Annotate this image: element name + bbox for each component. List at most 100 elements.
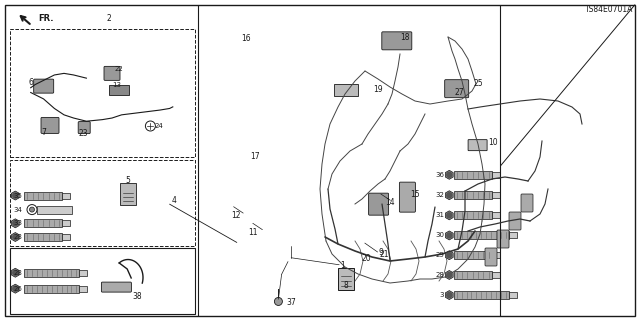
Circle shape [13, 270, 18, 275]
FancyBboxPatch shape [382, 32, 412, 50]
Text: 26: 26 [13, 286, 22, 292]
Text: 22: 22 [114, 66, 123, 72]
Bar [79, 270, 87, 276]
Text: 9: 9 [378, 249, 383, 257]
Polygon shape [445, 211, 453, 220]
Polygon shape [445, 291, 453, 300]
Bar [24, 233, 62, 241]
Bar [79, 286, 87, 292]
Text: 12: 12 [231, 211, 240, 220]
Text: 14: 14 [385, 198, 396, 207]
Bar [492, 252, 500, 258]
Text: 8: 8 [343, 281, 348, 290]
Circle shape [275, 297, 282, 306]
Polygon shape [12, 191, 19, 200]
Text: 18: 18 [400, 33, 409, 42]
Circle shape [13, 221, 18, 226]
Circle shape [447, 213, 452, 218]
Text: 31: 31 [435, 212, 444, 218]
FancyBboxPatch shape [369, 193, 388, 215]
Text: 33: 33 [13, 220, 22, 226]
Text: 37: 37 [286, 298, 296, 307]
Bar [10, 248, 195, 314]
Bar [109, 85, 129, 95]
Bar [62, 234, 70, 240]
Text: 4: 4 [172, 197, 177, 205]
Bar [24, 219, 62, 227]
Text: 28: 28 [13, 270, 22, 276]
Circle shape [13, 193, 18, 198]
Circle shape [447, 293, 452, 298]
Polygon shape [445, 271, 453, 279]
Text: 34: 34 [13, 207, 22, 212]
Text: 23: 23 [78, 130, 88, 138]
Bar [454, 251, 492, 259]
Text: 1: 1 [340, 261, 345, 270]
Bar [454, 271, 492, 279]
FancyBboxPatch shape [41, 117, 59, 133]
Bar [24, 269, 79, 277]
Polygon shape [12, 219, 19, 228]
Text: 32: 32 [435, 192, 444, 198]
FancyBboxPatch shape [101, 282, 131, 292]
Circle shape [13, 286, 18, 291]
Text: 20: 20 [361, 254, 371, 263]
Polygon shape [445, 170, 453, 179]
Bar [509, 233, 516, 238]
Circle shape [13, 234, 18, 240]
Bar [24, 285, 79, 293]
Circle shape [447, 272, 452, 278]
Bar [492, 192, 500, 198]
Polygon shape [445, 231, 453, 240]
Bar [120, 182, 136, 204]
Text: 21: 21 [380, 250, 388, 259]
Bar [24, 191, 62, 200]
Bar [333, 84, 358, 96]
Text: 38: 38 [132, 292, 143, 301]
Text: 28: 28 [435, 272, 444, 278]
FancyBboxPatch shape [104, 66, 120, 80]
Text: 35: 35 [13, 193, 22, 198]
Circle shape [447, 193, 452, 198]
Polygon shape [445, 191, 453, 200]
Text: 11: 11 [248, 228, 257, 237]
Text: 13: 13 [113, 83, 122, 88]
Bar [454, 291, 509, 299]
FancyBboxPatch shape [485, 248, 497, 266]
Text: 17: 17 [250, 152, 260, 161]
Bar [492, 172, 500, 178]
Bar [10, 160, 195, 246]
Text: 28: 28 [13, 234, 22, 240]
Bar [10, 29, 195, 157]
Circle shape [29, 207, 35, 212]
FancyBboxPatch shape [445, 80, 468, 98]
FancyBboxPatch shape [34, 79, 54, 93]
FancyBboxPatch shape [468, 140, 487, 151]
Text: 29: 29 [435, 252, 444, 258]
FancyBboxPatch shape [497, 230, 509, 248]
Text: 27: 27 [454, 88, 465, 97]
Bar [454, 191, 492, 199]
Bar [37, 205, 72, 214]
Bar [492, 212, 500, 218]
Text: 24: 24 [154, 123, 163, 129]
Circle shape [447, 172, 452, 177]
Text: 19: 19 [372, 85, 383, 94]
FancyBboxPatch shape [521, 194, 533, 212]
Text: TS84E0701A: TS84E0701A [585, 5, 634, 14]
Circle shape [447, 233, 452, 238]
Bar [62, 220, 70, 226]
Bar [62, 193, 70, 198]
Text: FR.: FR. [38, 14, 54, 23]
Text: 6: 6 [28, 78, 33, 87]
Text: 36: 36 [435, 172, 444, 178]
Bar [492, 272, 500, 278]
Text: 10: 10 [488, 138, 498, 147]
Polygon shape [445, 251, 453, 260]
Circle shape [447, 253, 452, 258]
Bar [509, 292, 516, 298]
Text: 7: 7 [41, 128, 46, 137]
Bar [338, 268, 354, 290]
Bar [454, 171, 492, 179]
FancyBboxPatch shape [399, 182, 415, 212]
